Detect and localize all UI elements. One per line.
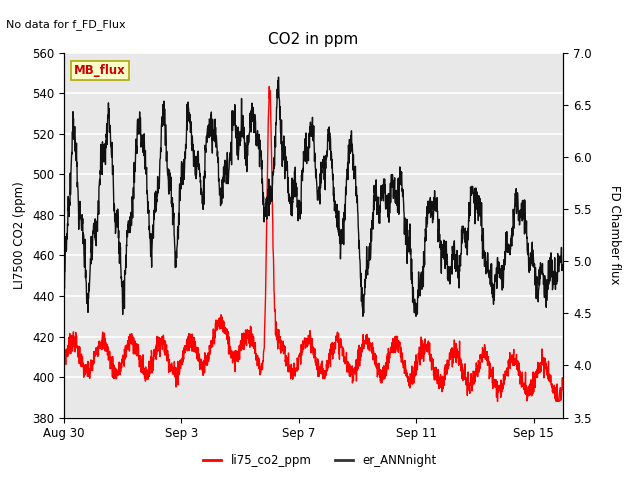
- Title: CO2 in ppm: CO2 in ppm: [268, 33, 359, 48]
- Y-axis label: LI7500 CO2 (ppm): LI7500 CO2 (ppm): [13, 181, 26, 289]
- Y-axis label: FD Chamber flux: FD Chamber flux: [608, 185, 621, 285]
- Text: No data for f_FD_Flux: No data for f_FD_Flux: [6, 19, 126, 30]
- Legend: li75_co2_ppm, er_ANNnight: li75_co2_ppm, er_ANNnight: [199, 449, 441, 472]
- Text: MB_flux: MB_flux: [74, 64, 125, 77]
